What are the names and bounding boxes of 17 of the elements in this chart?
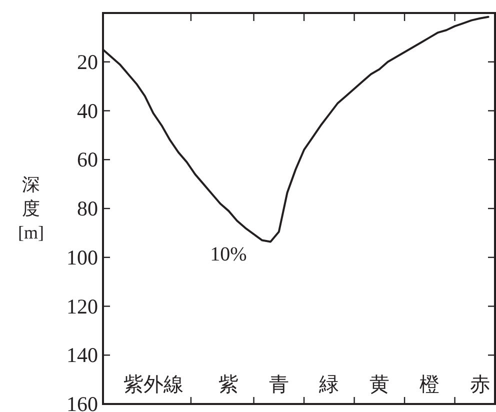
y-tick-label: 20 [77,50,98,74]
y-tick-label: 160 [66,392,98,412]
y-tick-label: 120 [66,294,98,318]
y-tick-label: 60 [77,148,98,172]
y-tick-label: 40 [77,98,98,123]
y-tick-label: 140 [66,343,98,368]
x-tick-label: 黄 [369,374,390,396]
x-tick-label: 赤 [470,374,490,396]
y-tick-label: 80 [77,196,98,220]
annotation: 10% [210,244,247,266]
x-tick-label: 紫 [218,374,239,396]
x-tick-label: 青 [268,374,289,396]
x-tick-label: 紫外線 [123,374,184,396]
y-axis-title: 深度[m] [18,174,44,242]
x-tick-label: 橙 [420,374,440,396]
x-tick-label: 緑 [318,374,340,396]
y-tick-label: 100 [66,245,98,270]
